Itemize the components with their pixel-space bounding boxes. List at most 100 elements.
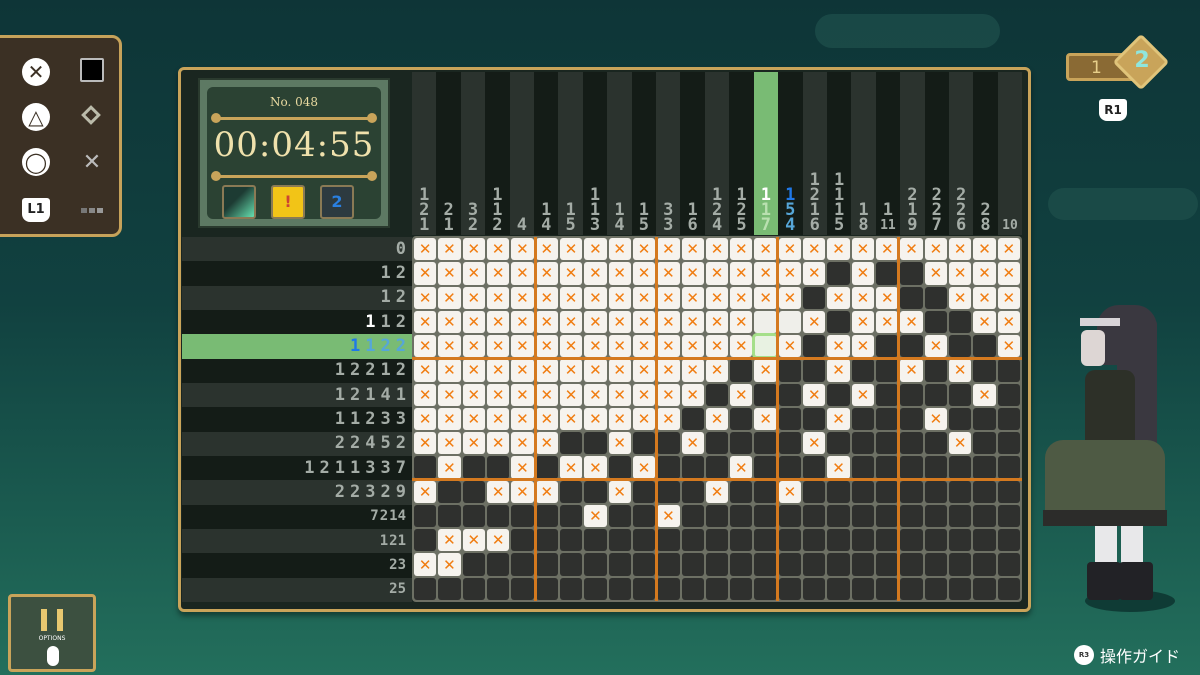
cell-crossed[interactable]: ✕ [511,262,534,285]
cell-filled[interactable] [876,432,899,455]
cell-filled[interactable] [949,553,972,576]
cell-filled[interactable] [803,480,826,503]
cell-filled[interactable] [851,504,875,528]
cell-crossed[interactable]: ✕ [608,407,631,431]
cell-crossed[interactable]: ✕ [486,432,510,455]
cell-filled[interactable] [973,335,996,358]
cell-filled[interactable] [559,432,583,455]
cell-crossed[interactable]: ✕ [511,238,534,261]
cell-crossed[interactable]: ✕ [559,335,583,358]
cell-crossed[interactable]: ✕ [414,553,437,576]
cell-filled[interactable] [754,480,777,503]
cell-crossed[interactable]: ✕ [486,359,510,382]
cell-crossed[interactable]: ✕ [754,407,777,431]
cell-filled[interactable] [705,577,729,600]
cell-crossed[interactable]: ✕ [438,238,461,261]
cell-crossed[interactable]: ✕ [657,286,680,309]
cell-crossed[interactable]: ✕ [924,407,948,431]
cell-crossed[interactable]: ✕ [584,359,607,382]
cell-crossed[interactable]: ✕ [462,310,485,334]
cell-filled[interactable] [803,286,826,309]
cell-filled[interactable] [535,529,558,552]
cell-filled[interactable] [876,577,899,600]
cell-crossed[interactable]: ✕ [632,359,656,382]
cell-filled[interactable] [900,553,923,576]
cell-filled[interactable] [414,577,437,600]
cell-crossed[interactable]: ✕ [632,262,656,285]
cell-crossed[interactable]: ✕ [730,238,753,261]
cell-crossed[interactable]: ✕ [876,286,899,309]
cell-crossed[interactable]: ✕ [438,286,461,309]
cell-crossed[interactable]: ✕ [462,383,485,406]
cell-crossed[interactable]: ✕ [584,504,607,528]
cell-crossed[interactable]: ✕ [414,310,437,334]
cell-filled[interactable] [997,553,1020,576]
cell-filled[interactable] [997,456,1020,479]
cell-filled[interactable] [997,383,1020,406]
cell-crossed[interactable]: ✕ [535,238,558,261]
cell-crossed[interactable]: ✕ [584,407,607,431]
cell-filled[interactable] [900,286,923,309]
cell-crossed[interactable]: ✕ [681,238,704,261]
cell-crossed[interactable]: ✕ [414,432,437,455]
cell-crossed[interactable]: ✕ [851,238,875,261]
cell-filled[interactable] [681,407,704,431]
cell-filled[interactable] [486,456,510,479]
cell-crossed[interactable]: ✕ [608,238,631,261]
cell-filled[interactable] [997,504,1020,528]
cell-crossed[interactable]: ✕ [486,383,510,406]
cell-crossed[interactable]: ✕ [511,335,534,358]
cell-crossed[interactable]: ✕ [632,286,656,309]
cell-crossed[interactable]: ✕ [754,359,777,382]
cell-crossed[interactable]: ✕ [657,335,680,358]
cell-crossed[interactable]: ✕ [997,310,1020,334]
cell-crossed[interactable]: ✕ [730,335,753,358]
cell-filled[interactable] [657,480,680,503]
cell-filled[interactable] [924,577,948,600]
cell-crossed[interactable]: ✕ [608,262,631,285]
cell-filled[interactable] [608,553,631,576]
cell-crossed[interactable]: ✕ [949,286,972,309]
cell-crossed[interactable]: ✕ [949,359,972,382]
cell-filled[interactable] [657,529,680,552]
cell-filled[interactable] [973,407,996,431]
cell-filled[interactable] [827,432,850,455]
cell-crossed[interactable]: ✕ [827,335,850,358]
cell-crossed[interactable]: ✕ [462,432,485,455]
cell-filled[interactable] [705,553,729,576]
cell-filled[interactable] [949,407,972,431]
cell-crossed[interactable]: ✕ [657,262,680,285]
cell-filled[interactable] [778,553,802,576]
cell-filled[interactable] [803,529,826,552]
cell-crossed[interactable]: ✕ [511,359,534,382]
cell-filled[interactable] [414,456,437,479]
cell-crossed[interactable]: ✕ [584,310,607,334]
cell-crossed[interactable]: ✕ [827,407,850,431]
cell-crossed[interactable]: ✕ [924,335,948,358]
cell-filled[interactable] [900,407,923,431]
nonogram-grid[interactable]: ✕ ✕ ✕ ✕ ✕ ✕ ✕ ✕ ✕ ✕ ✕ ✕ ✕ ✕ ✕ ✕ ✕ ✕ ✕ ✕ ✕ ✕ ✕ ✕ ✕ ✕ ✕ ✕ ✕ ✕ ✕ ✕ ✕ ✕ ✕ ✕ ✕ ✕ ✕ ✕… [412,236,1022,602]
cell-crossed[interactable]: ✕ [827,456,850,479]
cell-crossed[interactable]: ✕ [730,286,753,309]
controls-guide[interactable]: R3 操作ガイド [1074,643,1180,667]
cell-empty[interactable] [752,333,779,360]
cell-crossed[interactable]: ✕ [486,310,510,334]
cell-filled[interactable] [511,577,534,600]
cell-crossed[interactable]: ✕ [997,335,1020,358]
cell-filled[interactable] [657,456,680,479]
cell-filled[interactable] [900,577,923,600]
cell-crossed[interactable]: ✕ [997,286,1020,309]
cell-filled[interactable] [803,359,826,382]
cell-crossed[interactable]: ✕ [584,335,607,358]
cell-crossed[interactable]: ✕ [414,480,437,503]
cell-filled[interactable] [851,577,875,600]
cell-crossed[interactable]: ✕ [657,310,680,334]
cell-filled[interactable] [608,504,631,528]
cell-filled[interactable] [827,577,850,600]
cell-crossed[interactable]: ✕ [511,480,534,503]
cell-crossed[interactable]: ✕ [559,310,583,334]
cell-filled[interactable] [803,335,826,358]
cell-filled[interactable] [778,504,802,528]
cell-filled[interactable] [632,432,656,455]
cell-filled[interactable] [997,359,1020,382]
